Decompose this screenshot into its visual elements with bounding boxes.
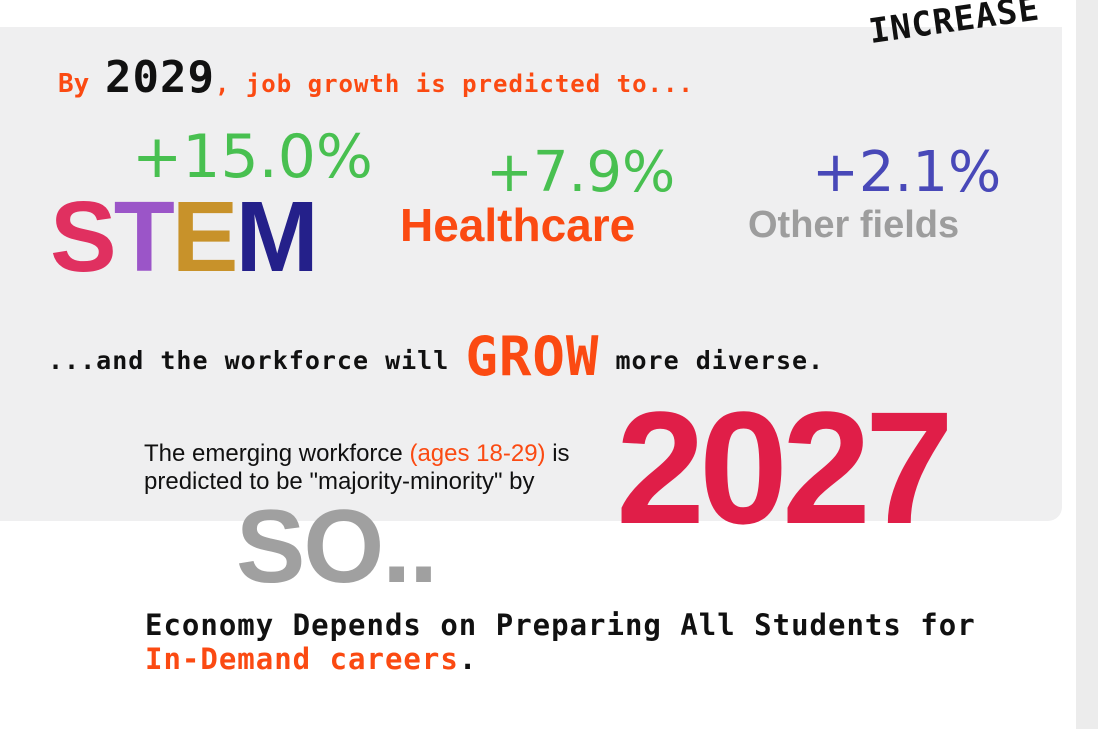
stem-letter-e: E [171,181,239,293]
workforce-ages: (ages 18-29) [409,440,546,467]
healthcare-label: Healthcare [400,199,636,251]
workforce-text: The emerging workforce (ages 18-29) is p… [144,440,570,496]
other-fields-percent: +2.1% [812,140,1002,205]
other-fields-label: Other fields [748,204,960,246]
workforce-part1: The emerging workforce [144,440,410,467]
page-heading: By 2029, job growth is predicted to... [58,52,694,103]
grow-line-after: more diverse. [599,346,825,375]
stem-letter-m: M [235,181,319,293]
economy-line-2: In-Demand careers. [145,642,976,676]
workforce-line-1: The emerging workforce (ages 18-29) is [144,440,570,468]
stem-label: STEM [50,180,319,295]
economy-line-1: Economy Depends on Preparing All Student… [145,608,976,642]
heading-rest: , job growth is predicted to... [214,70,694,98]
stem-letter-t: T [113,181,175,293]
workforce-line-2: predicted to be "majority-minority" by [144,468,535,495]
background-panel [0,27,1062,521]
grow-line-before: ...and the workforce will [48,346,466,375]
heading-year: 2029 [104,52,215,103]
grow-word: GROW [465,325,600,388]
big-year-2027: 2027 [616,378,954,557]
economy-highlight: In-Demand careers [145,642,459,676]
stem-letter-s: S [50,181,117,293]
stem-percent: +15.0% [132,122,373,192]
workforce-part2: is [545,440,570,467]
grow-line: ...and the workforce will GROW more dive… [48,325,824,388]
economy-end: . [458,642,478,676]
economy-text: Economy Depends on Preparing All Student… [145,608,976,676]
heading-by: By [58,69,90,99]
so-text: SO.. [236,489,438,605]
scrollbar[interactable] [1076,0,1098,729]
healthcare-percent: +7.9% [486,140,676,205]
